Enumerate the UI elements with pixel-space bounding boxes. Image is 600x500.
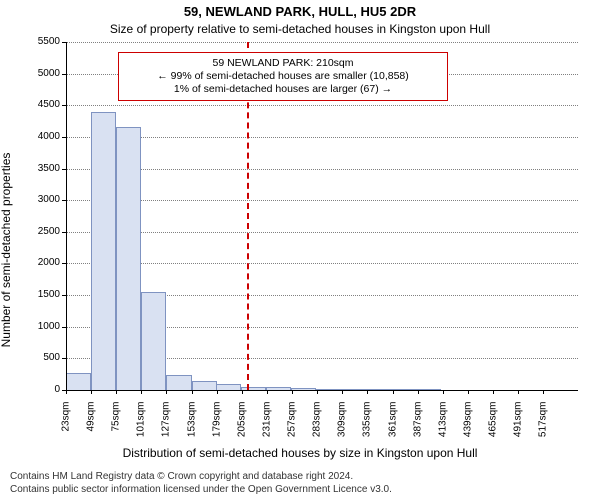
gridline <box>66 137 578 139</box>
histogram-bar <box>192 381 217 390</box>
x-axis-line <box>66 390 578 391</box>
figure-root: 59, NEWLAND PARK, HULL, HU5 2DR Size of … <box>0 0 600 500</box>
y-axis-line <box>66 42 67 390</box>
gridline <box>66 169 578 171</box>
histogram-bar <box>141 292 166 390</box>
histogram-bar <box>91 112 116 390</box>
gridline <box>66 200 578 202</box>
callout-box: 59 NEWLAND PARK: 210sqm ← 99% of semi-de… <box>118 52 448 101</box>
y-tick-label: 5500 <box>20 36 60 47</box>
x-axis-label: Distribution of semi-detached houses by … <box>0 446 600 460</box>
y-tick-label: 3500 <box>20 163 60 174</box>
histogram-bar <box>166 375 191 390</box>
callout-line-1: 59 NEWLAND PARK: 210sqm <box>123 57 443 70</box>
y-tick-label: 500 <box>20 352 60 363</box>
gridline <box>66 232 578 234</box>
y-tick-label: 4000 <box>20 131 60 142</box>
y-tick-label: 2000 <box>20 257 60 268</box>
gridline <box>66 42 578 44</box>
y-axis-label: Number of semi-detached properties <box>0 153 13 348</box>
gridline <box>66 263 578 265</box>
callout-line-3: 1% of semi-detached houses are larger (6… <box>123 83 443 96</box>
y-tick-label: 4500 <box>20 99 60 110</box>
attribution-text: Contains HM Land Registry data © Crown c… <box>10 471 392 496</box>
y-tick-label: 2500 <box>20 226 60 237</box>
chart-subtitle: Size of property relative to semi-detach… <box>0 22 600 36</box>
histogram-bar <box>66 373 91 390</box>
histogram-bar <box>116 127 141 390</box>
y-tick-label: 5000 <box>20 68 60 79</box>
gridline <box>66 105 578 107</box>
y-tick-label: 1500 <box>20 289 60 300</box>
y-tick-label: 1000 <box>20 321 60 332</box>
chart-title: 59, NEWLAND PARK, HULL, HU5 2DR <box>0 4 600 19</box>
attribution-line-1: Contains HM Land Registry data © Crown c… <box>10 471 392 484</box>
y-tick-label: 3000 <box>20 194 60 205</box>
attribution-line-2: Contains public sector information licen… <box>10 484 392 497</box>
callout-line-2: ← 99% of semi-detached houses are smalle… <box>123 70 443 83</box>
y-tick-label: 0 <box>20 384 60 395</box>
